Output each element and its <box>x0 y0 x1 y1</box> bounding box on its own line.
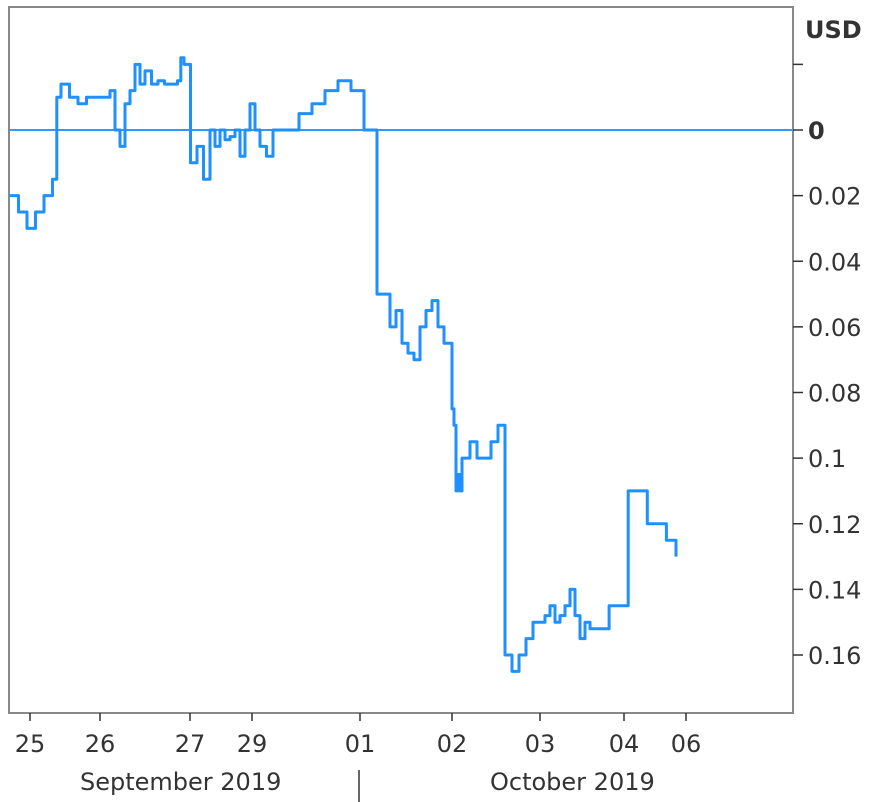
y-tick-label: 0.12 <box>808 511 861 539</box>
y-tick-label: 0.06 <box>808 314 861 342</box>
y-axis-unit: USD <box>805 16 862 44</box>
x-tick-label: 25 <box>15 730 46 758</box>
x-tick-label: 29 <box>237 730 268 758</box>
y-tick-label: 0.16 <box>808 642 861 670</box>
y-tick-label: 0 <box>808 117 825 145</box>
y-tick-label: 0.08 <box>808 380 861 408</box>
y-tick-label: 0.14 <box>808 576 861 604</box>
month-label-september: September 2019 <box>80 768 281 796</box>
x-tick-label: 27 <box>175 730 206 758</box>
month-label-october: October 2019 <box>490 768 655 796</box>
y-tick-label: 0.02 <box>808 183 861 211</box>
x-tick-label: 06 <box>671 730 702 758</box>
price-line <box>10 56 678 673</box>
y-tick-label: 0.1 <box>808 445 846 473</box>
x-axis: 25 26 27 29 01 02 03 04 06 <box>15 713 702 758</box>
x-tick-label: 26 <box>85 730 116 758</box>
x-tick-label: 03 <box>525 730 556 758</box>
x-tick-label: 02 <box>437 730 468 758</box>
y-tick-label: 0.04 <box>808 248 861 276</box>
x-tick-label: 01 <box>345 730 376 758</box>
plot-frame <box>8 6 794 714</box>
x-tick-label: 04 <box>609 730 640 758</box>
y-axis: 0.16 0.14 0.12 0.1 0.08 0.06 0.04 0.02 0 <box>793 63 861 670</box>
